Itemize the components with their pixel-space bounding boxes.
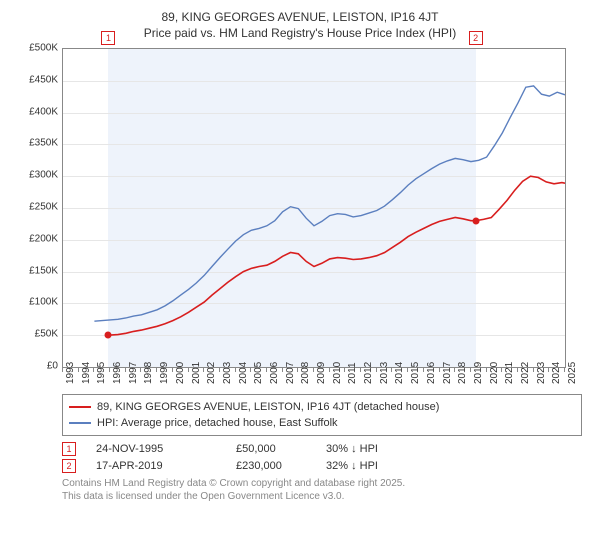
annotation-row: 2 17-APR-2019 £230,000 32% ↓ HPI: [62, 459, 582, 473]
x-tick-label: 1994: [81, 362, 92, 384]
plot-box: £0 £50K £100K £150K £200K £250K £300K £350K £400…: [14, 48, 574, 388]
x-tick-label: 1996: [112, 362, 123, 384]
annotation-date: 17-APR-2019: [96, 460, 216, 472]
x-tick-label: 2012: [363, 362, 374, 384]
x-tick-label: 2023: [536, 362, 547, 384]
y-tick-label: £450K: [18, 74, 58, 85]
annotation-row: 1 24-NOV-1995 £50,000 30% ↓ HPI: [62, 442, 582, 456]
series-property: [109, 176, 566, 335]
annotation-date: 24-NOV-1995: [96, 443, 216, 455]
y-tick-label: £250K: [18, 202, 58, 213]
x-tick-label: 1999: [159, 362, 170, 384]
annotation-table: 1 24-NOV-1995 £50,000 30% ↓ HPI 2 17-APR…: [62, 442, 582, 473]
chart-title-1: 89, KING GEORGES AVENUE, LEISTON, IP16 4…: [8, 10, 592, 24]
x-tick-label: 2017: [442, 362, 453, 384]
footer-line: Contains HM Land Registry data © Crown c…: [62, 477, 582, 490]
y-tick-label: £100K: [18, 297, 58, 308]
legend: 89, KING GEORGES AVENUE, LEISTON, IP16 4…: [62, 394, 582, 436]
y-tick-label: £500K: [18, 43, 58, 54]
x-tick-label: 2005: [253, 362, 264, 384]
legend-swatch: [69, 422, 91, 424]
x-tick-label: 2014: [394, 362, 405, 384]
x-tick-label: 2002: [206, 362, 217, 384]
x-tick-label: 2013: [379, 362, 390, 384]
chart-container: 89, KING GEORGES AVENUE, LEISTON, IP16 4…: [0, 0, 600, 503]
x-tick-label: 2001: [191, 362, 202, 384]
footer-note: Contains HM Land Registry data © Crown c…: [62, 477, 582, 503]
x-tick-label: 2004: [238, 362, 249, 384]
legend-entry: HPI: Average price, detached house, East…: [69, 415, 575, 431]
y-tick-label: £50K: [18, 329, 58, 340]
x-tick-label: 2011: [347, 362, 358, 384]
legend-label: HPI: Average price, detached house, East…: [97, 415, 338, 431]
x-tick-label: 1993: [65, 362, 76, 384]
y-tick-label: £0: [18, 361, 58, 372]
x-tick-label: 2000: [175, 362, 186, 384]
annotation-hpi: 30% ↓ HPI: [326, 443, 378, 455]
plot-area: 12: [62, 48, 566, 368]
series-hpi: [94, 86, 565, 321]
annotation-price: £50,000: [236, 443, 306, 455]
annotation-marker: 2: [62, 459, 76, 473]
x-tick-label: 2010: [332, 362, 343, 384]
x-tick-label: 2024: [551, 362, 562, 384]
legend-swatch: [69, 406, 91, 408]
x-tick-label: 2025: [567, 362, 578, 384]
x-tick-label: 2021: [504, 362, 515, 384]
x-tick-label: 2018: [457, 362, 468, 384]
x-tick-label: 2022: [520, 362, 531, 384]
x-tick-label: 2016: [426, 362, 437, 384]
chart-title-2: Price paid vs. HM Land Registry's House …: [8, 26, 592, 40]
y-tick-label: £400K: [18, 106, 58, 117]
x-tick-label: 2007: [285, 362, 296, 384]
marker-dot: [472, 217, 479, 224]
y-tick-label: £350K: [18, 138, 58, 149]
annotation-price: £230,000: [236, 460, 306, 472]
y-tick-label: £300K: [18, 170, 58, 181]
line-series-svg: [63, 49, 565, 367]
x-tick-label: 1998: [143, 362, 154, 384]
x-tick-label: 2015: [410, 362, 421, 384]
x-tick-label: 2020: [489, 362, 500, 384]
x-tick-label: 2003: [222, 362, 233, 384]
annotation-hpi: 32% ↓ HPI: [326, 460, 378, 472]
x-tick-label: 2008: [300, 362, 311, 384]
y-tick-label: £150K: [18, 265, 58, 276]
x-tick-label: 2019: [473, 362, 484, 384]
x-tick-label: 1995: [96, 362, 107, 384]
marker-dot: [105, 332, 112, 339]
x-tick-label: 2009: [316, 362, 327, 384]
y-tick-label: £200K: [18, 233, 58, 244]
legend-label: 89, KING GEORGES AVENUE, LEISTON, IP16 4…: [97, 399, 439, 415]
marker-box: 1: [101, 31, 115, 45]
x-tick-label: 2006: [269, 362, 280, 384]
legend-entry: 89, KING GEORGES AVENUE, LEISTON, IP16 4…: [69, 399, 575, 415]
marker-box: 2: [469, 31, 483, 45]
x-tick-label: 1997: [128, 362, 139, 384]
annotation-marker: 1: [62, 442, 76, 456]
footer-line: This data is licensed under the Open Gov…: [62, 490, 582, 503]
